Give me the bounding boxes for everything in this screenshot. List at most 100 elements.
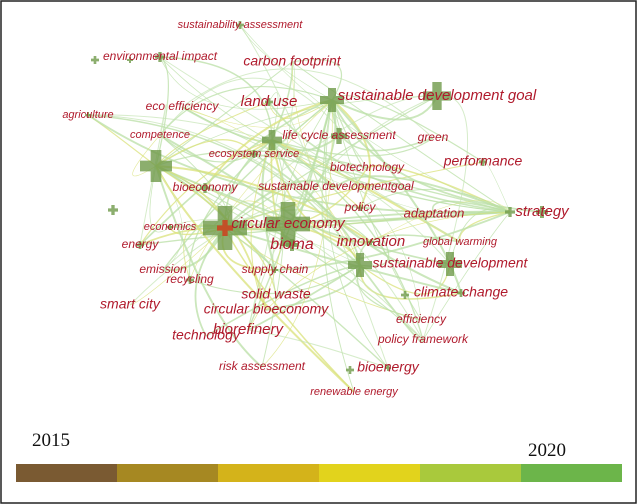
node-glyph bbox=[423, 82, 452, 111]
node-glyph bbox=[236, 21, 245, 29]
edge bbox=[159, 85, 333, 136]
node-glyph bbox=[200, 183, 210, 193]
timeline-end: 2020 bbox=[528, 440, 566, 461]
node-label: global warming bbox=[423, 236, 498, 248]
node-glyph bbox=[91, 56, 99, 64]
node-label: adaptation bbox=[404, 205, 465, 220]
edge bbox=[159, 134, 273, 163]
node-label: economics bbox=[144, 221, 197, 233]
node-glyph bbox=[536, 206, 548, 218]
node-label: sustainability assessment bbox=[178, 19, 304, 31]
timeline-bar bbox=[16, 464, 622, 482]
edge bbox=[250, 139, 273, 311]
node-label: renewable energy bbox=[310, 386, 399, 398]
node-label: policy bbox=[344, 200, 377, 214]
edge bbox=[271, 139, 424, 341]
edge bbox=[422, 95, 469, 341]
edge bbox=[261, 99, 333, 368]
node-label: bioenergy bbox=[357, 359, 419, 375]
edge bbox=[224, 227, 389, 369]
node-label: life cycle assessment bbox=[282, 128, 396, 142]
edge bbox=[204, 187, 424, 341]
node-label: land use bbox=[241, 93, 298, 110]
node-label: efficiency bbox=[396, 312, 447, 326]
node-glyph bbox=[346, 366, 354, 374]
edge bbox=[331, 99, 368, 171]
node-label: strategy bbox=[515, 203, 570, 220]
node-label: innovation bbox=[337, 233, 405, 250]
edge bbox=[181, 68, 434, 139]
edge bbox=[194, 227, 226, 337]
node-label: risk assessment bbox=[219, 359, 306, 373]
node-label: bioeconomy bbox=[173, 180, 239, 194]
edge bbox=[331, 99, 462, 294]
edge bbox=[155, 61, 293, 167]
node-label: recycling bbox=[166, 272, 214, 286]
edge bbox=[359, 264, 424, 343]
edge bbox=[370, 200, 511, 243]
node-glyph bbox=[272, 267, 278, 273]
edge bbox=[247, 61, 296, 331]
edge bbox=[159, 56, 333, 110]
node-label: smart city bbox=[100, 296, 161, 312]
node-glyph bbox=[401, 291, 409, 299]
edge bbox=[359, 188, 511, 213]
edge bbox=[321, 99, 355, 393]
edge bbox=[268, 92, 279, 141]
node-glyph bbox=[85, 112, 91, 118]
node-glyph bbox=[108, 205, 119, 215]
node-glyph bbox=[368, 239, 374, 245]
node-glyph bbox=[155, 52, 165, 62]
node-glyph bbox=[217, 220, 233, 236]
edge bbox=[139, 104, 167, 246]
node-label: carbon footprint bbox=[243, 53, 341, 69]
edge bbox=[291, 61, 511, 213]
node-glyphs bbox=[85, 21, 548, 374]
node-label: sustainable development goal bbox=[338, 87, 537, 104]
node-glyph bbox=[385, 365, 391, 371]
node-label: supply chain bbox=[242, 262, 309, 276]
node-glyph bbox=[479, 158, 487, 167]
edge bbox=[159, 56, 461, 243]
edge bbox=[139, 139, 273, 246]
edge bbox=[87, 114, 424, 341]
edge bbox=[331, 99, 543, 213]
node-label: ecosystem service bbox=[209, 148, 299, 160]
node-label: energy bbox=[122, 237, 160, 251]
node-label: green bbox=[418, 130, 449, 144]
edge bbox=[459, 211, 511, 243]
edge bbox=[155, 165, 451, 265]
edge bbox=[155, 165, 355, 393]
node-label: emission bbox=[139, 262, 187, 276]
node-label: performance bbox=[443, 153, 523, 169]
edge bbox=[224, 227, 355, 393]
node-glyph bbox=[266, 202, 310, 247]
node-label: sustainable development bbox=[373, 255, 529, 271]
node-glyph bbox=[320, 88, 344, 112]
node-glyph bbox=[186, 276, 195, 284]
node-label: agriculture bbox=[62, 109, 113, 121]
edge bbox=[325, 99, 389, 369]
edge bbox=[287, 210, 511, 225]
node-label: solid waste bbox=[241, 286, 310, 302]
node-labels: sustainability assessment environmental i… bbox=[62, 19, 570, 398]
node-glyph bbox=[357, 205, 363, 211]
edge bbox=[224, 209, 372, 243]
node-label: biotechnology bbox=[330, 160, 405, 174]
node-glyph bbox=[265, 98, 273, 106]
node-glyph bbox=[249, 150, 258, 159]
edge bbox=[224, 95, 438, 229]
node-glyph bbox=[331, 128, 348, 144]
edge bbox=[247, 95, 438, 331]
edge bbox=[169, 219, 361, 266]
edge bbox=[291, 58, 343, 101]
node-label: competence bbox=[130, 129, 190, 141]
node-glyph bbox=[140, 150, 173, 183]
node-label: sustainable developmentgoal bbox=[258, 179, 414, 193]
node-label: policy framework bbox=[377, 332, 469, 346]
node-glyph bbox=[167, 224, 173, 230]
edge bbox=[155, 165, 263, 368]
edge bbox=[268, 99, 333, 119]
node-label: circular economy bbox=[231, 215, 346, 232]
